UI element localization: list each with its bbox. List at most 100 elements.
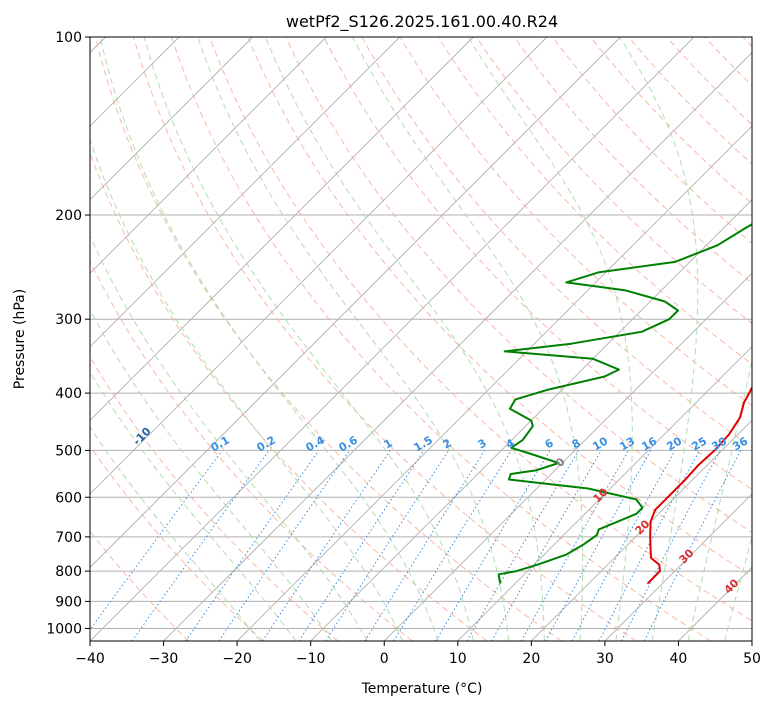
- y-tick-label: 600: [55, 490, 82, 506]
- moist-adiabat: [619, 37, 699, 641]
- dry-adiabat: [704, 37, 752, 87]
- isotherm-gridline: [604, 493, 752, 641]
- y-tick-label: 700: [55, 530, 82, 546]
- mixing-ratio-line: [521, 450, 630, 641]
- y-tick-label: 800: [55, 564, 82, 580]
- dry-adiabat: [247, 37, 752, 577]
- isotherm-gridline: [90, 37, 327, 274]
- dry-adiabat: [133, 37, 637, 641]
- moist-adiabat: [90, 138, 404, 641]
- moist-adiabat: [687, 358, 752, 641]
- isotherm-gridline: [531, 419, 752, 641]
- mixing-ratio-label: 3: [476, 436, 489, 451]
- isotherm-gridline: [90, 37, 548, 495]
- mixing-ratio-line: [185, 450, 320, 641]
- moist-adiabat: [90, 308, 333, 641]
- dry-adiabat: [209, 37, 752, 622]
- moist-adiabat: [724, 535, 752, 641]
- dry-adiabat: [361, 37, 752, 448]
- dry-adiabat: [285, 37, 752, 534]
- isotherm-gridline: [90, 37, 474, 421]
- dry-adiabat-label: -10: [130, 425, 153, 448]
- mixing-ratio-label: 0.4: [304, 433, 328, 454]
- isotherm-gridline: [383, 272, 752, 641]
- y-tick-label: 900: [55, 594, 82, 610]
- dry-adiabat: [90, 151, 488, 641]
- isotherm-gridline: [90, 37, 621, 569]
- dry-adiabat: [90, 260, 413, 641]
- x-tick-label: 20: [522, 651, 540, 667]
- mixing-ratio-line: [571, 450, 676, 641]
- y-tick-label: 200: [55, 208, 82, 224]
- dry-adiabat: [90, 445, 264, 641]
- dry-adiabat: [90, 530, 190, 641]
- moist-adiabat: [143, 37, 474, 641]
- y-tick-label: 500: [55, 443, 82, 459]
- axes: −40 −30 −20 −10 0 10 20 30 40 5010020030040050060…: [46, 30, 761, 667]
- moist-adiabat-label: 0: [553, 455, 568, 470]
- moist-adiabat: [90, 371, 297, 641]
- moist-adiabat: [264, 37, 545, 641]
- dry-adiabat: [590, 37, 752, 205]
- y-tick-label: 100: [55, 30, 82, 46]
- x-tick-label: −30: [149, 651, 179, 667]
- moist-adiabat: [90, 426, 261, 641]
- mixing-ratio-label: 0.6: [337, 433, 361, 454]
- dry-adiabat: [513, 37, 752, 284]
- x-axis-label: Temperature (°C): [361, 681, 483, 697]
- isotherm-gridline: [90, 37, 401, 348]
- isotherm-gridline: [751, 640, 752, 641]
- dry-adiabat: [323, 37, 752, 491]
- x-tick-label: −40: [75, 651, 105, 667]
- moist-adiabat: [467, 37, 633, 641]
- dry-adiabat: [171, 37, 712, 641]
- dry-adiabat: [90, 356, 339, 641]
- isotherm-gridline: [90, 37, 253, 201]
- x-tick-label: 10: [449, 651, 467, 667]
- mixing-ratio-line: [364, 450, 486, 641]
- moist-adiabat-label: 40: [722, 576, 742, 596]
- mixing-ratio-line: [643, 450, 742, 641]
- isotherm-gridline: [678, 566, 752, 641]
- y-tick-label: 400: [55, 386, 82, 402]
- mixing-ratio-line: [393, 450, 512, 641]
- x-tick-label: −10: [296, 651, 326, 667]
- mixing-ratio-line: [325, 450, 450, 641]
- x-tick-label: 30: [596, 651, 614, 667]
- mixing-ratio-label: 1.5: [412, 433, 435, 454]
- y-tick-label: 1000: [46, 621, 82, 637]
- x-tick-label: 40: [670, 651, 688, 667]
- plot-area: -100-90-80-70-60-50-40-30-20-10010203040…: [90, 37, 752, 641]
- isotherm-gridline: [90, 37, 695, 641]
- dry-adiabat: [437, 37, 752, 365]
- x-tick-label: 50: [743, 651, 761, 667]
- mixing-ratio-label: 2: [441, 436, 454, 451]
- y-axis-label: Pressure (hPa): [12, 289, 28, 389]
- dry-adiabat: [399, 37, 752, 407]
- dry-adiabat: [552, 37, 752, 244]
- mixing-ratio-line: [262, 450, 391, 641]
- mixing-ratio-line: [435, 450, 551, 641]
- isotherm-gridline: [236, 125, 752, 641]
- isotherm-gridline: [457, 346, 752, 641]
- moist-adiabat-label: 10: [591, 485, 611, 505]
- moist-adiabat: [99, 37, 439, 641]
- mixing-ratio-line: [90, 450, 223, 631]
- mixing-ratio-line: [545, 450, 652, 641]
- x-tick-label: 0: [380, 651, 389, 667]
- dewpoint-line: [497, 223, 752, 584]
- x-tick-label: −20: [222, 651, 252, 667]
- mixing-ratio-line: [218, 450, 351, 641]
- y-tick-label: 300: [55, 312, 82, 328]
- mixing-ratio-label: 6: [543, 436, 556, 451]
- isotherm-gridline: [163, 51, 752, 641]
- mixing-ratio-line: [131, 450, 270, 641]
- dry-adiabat: [628, 37, 752, 165]
- moist-adiabat: [197, 37, 510, 641]
- chart-title: wetPf2_S126.2025.161.00.40.R24: [286, 12, 558, 32]
- moist-adiabat-label: 30: [677, 546, 697, 566]
- moist-adiabat: [352, 37, 584, 641]
- moist-adiabat: [90, 234, 368, 641]
- mixing-ratio-line: [298, 450, 425, 641]
